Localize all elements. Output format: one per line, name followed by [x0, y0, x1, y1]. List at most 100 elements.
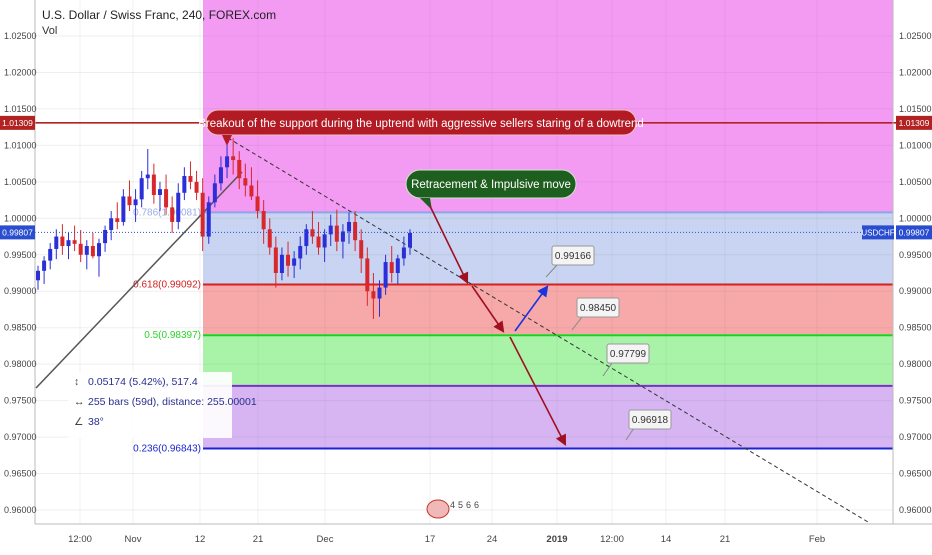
candle-body-4	[60, 236, 65, 247]
target-callout-4[interactable]: 0.96918	[625, 409, 672, 441]
y-tick-right-0: 1.02500	[899, 31, 932, 41]
price-tag-right-1	[896, 225, 932, 240]
candle-body-18	[145, 174, 150, 179]
y-tick-left-6: 0.99500	[4, 250, 37, 260]
candle-body-49	[334, 225, 339, 242]
x-axis: 12:00 Nov 12 21 Dec 17 24 2019 12:00 14 21 Feb	[68, 534, 825, 545]
us-flag-icon	[426, 499, 450, 519]
y-tick-right-7: 0.99000	[899, 286, 932, 296]
target-callout-3[interactable]: 0.97799	[602, 343, 650, 377]
arrow-down-to-618	[471, 285, 505, 333]
candle-body-58	[389, 262, 394, 273]
measure-tooltip: ↕ 0.05174 (5.42%), 517.4 ↔ 255 bars (59d),…	[68, 372, 257, 438]
target-callout-2[interactable]: 0.98450	[571, 297, 620, 331]
target-callout-2-text: 0.98450	[580, 303, 617, 314]
y-tick-left-11: 0.97000	[4, 432, 37, 442]
target-callout-1-leader	[545, 264, 558, 278]
target-callout-2-leader	[571, 316, 583, 331]
candle-body-26	[194, 181, 199, 193]
price-tags: 1.01309 1.01309 0.99807 0.99807 USDCHF	[0, 115, 932, 240]
candle-body-23	[176, 192, 181, 222]
fib-label-1: 0.618(0.99092)	[133, 280, 201, 291]
y-tick-right-8: 0.98500	[899, 323, 932, 333]
candle-body-34	[243, 178, 248, 186]
volume-label: Vol	[42, 25, 58, 37]
price-tag-right-text-1: 0.99807	[899, 227, 930, 237]
candle-body-11	[103, 229, 108, 244]
target-callout-4-text: 0.96918	[632, 415, 669, 426]
target-callout-4-box	[628, 409, 672, 430]
price-tag-right-text-0: 1.01309	[899, 118, 930, 128]
measure-range-row: ↕ 0.05174 (5.42%), 517.4	[68, 372, 232, 392]
y-tick-right-6: 0.99500	[899, 250, 932, 260]
candle-body-12	[109, 218, 114, 230]
downtrend-dashed-line	[227, 137, 869, 523]
candle-body-54	[365, 258, 370, 292]
candle-body-55	[371, 291, 376, 299]
candle-body-16	[133, 199, 138, 206]
annotation-retracement-text: Retracement & Impulsive move	[411, 179, 571, 191]
price-tag-left-text-1: 0.99807	[2, 227, 33, 237]
arrow-retracement-down	[429, 205, 469, 285]
fib-zone-786-618	[203, 212, 893, 284]
fib-zone-5-382	[203, 334, 893, 385]
candle-body-59	[395, 258, 400, 273]
candle-body-33	[237, 159, 242, 179]
candle-body-39	[273, 247, 278, 273]
symbol-tag	[862, 225, 894, 240]
y-tick-left-10: 0.97500	[4, 396, 37, 406]
target-callout-3-text: 0.97799	[610, 349, 647, 360]
range-icon: ↕	[74, 376, 80, 388]
measure-range-text: 0.05174 (5.42%), 517.4	[88, 376, 198, 388]
candle-body-31	[225, 156, 230, 168]
y-tick-right-10: 0.97500	[899, 396, 932, 406]
annotation-breakout[interactable]: Breakout of the support during the uptre…	[198, 109, 644, 146]
price-tag-left-0	[0, 115, 35, 130]
candle-body-32	[231, 156, 236, 160]
x-tick-5: 17	[425, 534, 436, 545]
candle-body-35	[249, 185, 254, 197]
candle-body-36	[255, 196, 260, 212]
x-tick-7: 2019	[546, 534, 567, 545]
candle-body-41	[286, 254, 291, 266]
y-tick-right-3: 1.01000	[899, 140, 932, 150]
candle-body-24	[182, 176, 187, 193]
candle-body-25	[188, 176, 193, 182]
x-tick-9: 14	[661, 534, 672, 545]
event-markers[interactable]: 4 5 6 6	[426, 499, 479, 519]
arrow-impulse-down	[509, 336, 567, 446]
candle-body-1	[42, 260, 47, 271]
y-tick-left-9: 0.98000	[4, 359, 37, 369]
x-tick-11: Feb	[809, 534, 825, 545]
target-callout-1-box	[551, 245, 595, 266]
y-tick-left-8: 0.98500	[4, 323, 37, 333]
x-tick-6: 24	[487, 534, 498, 545]
y-tick-right-12: 0.96500	[899, 469, 932, 479]
candle-body-57	[383, 262, 388, 288]
y-tick-right-9: 0.98000	[899, 359, 932, 369]
x-tick-8: 12:00	[600, 534, 624, 545]
x-tick-3: 21	[253, 534, 264, 545]
candle-body-27	[200, 192, 205, 237]
annotation-retracement-pointer	[420, 198, 432, 210]
fib-label-2: 0.5(0.98397)	[144, 330, 201, 341]
target-callout-1[interactable]: 0.99166	[545, 245, 595, 278]
measure-bars-row: ↔ 255 bars (59d), distance: 255.00001	[68, 392, 257, 412]
event-count-2: 5	[458, 500, 463, 510]
angle-icon: ∠	[74, 416, 84, 428]
y-tick-left-5: 1.00000	[4, 213, 37, 223]
candle-body-21	[164, 189, 169, 208]
candle-body-37	[261, 211, 266, 230]
candle-body-5	[66, 240, 71, 247]
candle-body-8	[84, 246, 89, 255]
target-callout-3-box	[606, 343, 650, 364]
candle-body-30	[218, 167, 223, 184]
y-tick-left-7: 0.99000	[4, 286, 37, 296]
annotation-retracement[interactable]: Retracement & Impulsive move	[405, 169, 577, 210]
candle-body-52	[353, 221, 358, 241]
candle-body-42	[292, 258, 297, 266]
y-tick-left-2: 1.01500	[4, 104, 37, 114]
x-tick-10: 21	[720, 534, 731, 545]
candle-body-47	[322, 234, 327, 248]
